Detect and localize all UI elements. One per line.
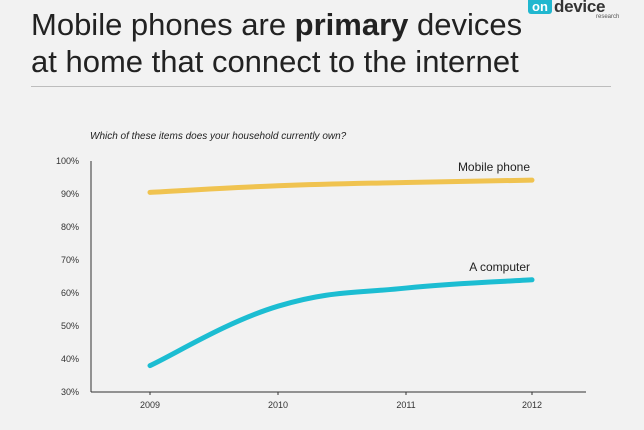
logo-research: research: [596, 14, 620, 20]
y-tick-label: 100%: [56, 156, 79, 166]
series-line-computer: [147, 277, 535, 369]
series-line-mobile-phone: [147, 177, 535, 195]
y-tick-label: 90%: [61, 189, 79, 199]
y-tick-label: 70%: [61, 255, 79, 265]
chart-question: Which of these items does your household…: [90, 131, 347, 142]
logo-on: on: [528, 0, 552, 14]
y-tick-label: 40%: [61, 354, 79, 364]
y-tick-label: 30%: [61, 387, 79, 397]
page-title: Mobile phones are primary devices at hom…: [31, 7, 523, 79]
y-tick-label: 80%: [61, 222, 79, 232]
x-tick-label: 2011: [396, 400, 415, 410]
series-label-computer: A computer: [469, 260, 530, 274]
x-tick-label: 2010: [268, 400, 288, 410]
logo-device: device: [554, 0, 606, 16]
title-divider: [31, 86, 611, 87]
series-label-mobile-phone: Mobile phone: [458, 160, 530, 174]
ondevice-logo: on device research: [526, 0, 638, 26]
y-tick-label: 60%: [61, 288, 79, 298]
x-tick-label: 2012: [522, 400, 542, 410]
y-tick-label: 50%: [61, 321, 79, 331]
x-tick-label: 2009: [140, 400, 160, 410]
